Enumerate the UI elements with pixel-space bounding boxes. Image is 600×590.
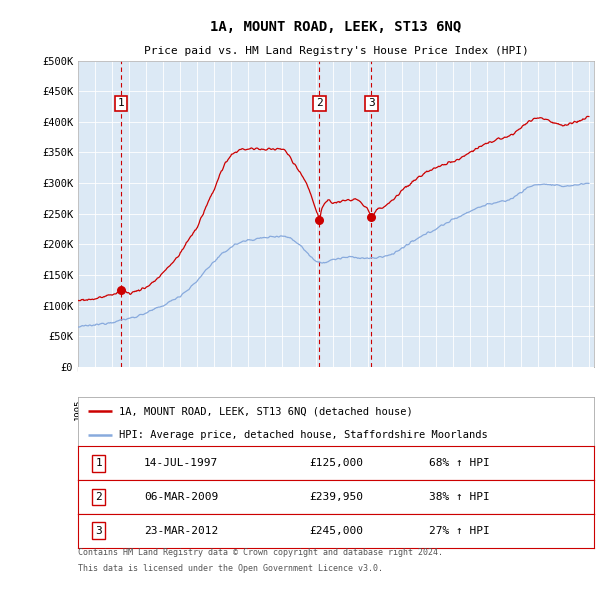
Text: Price paid vs. HM Land Registry's House Price Index (HPI): Price paid vs. HM Land Registry's House … <box>143 45 529 55</box>
Text: HPI: Average price, detached house, Staffordshire Moorlands: HPI: Average price, detached house, Staf… <box>119 430 488 440</box>
Text: 2: 2 <box>316 99 323 109</box>
Point <box>367 212 376 221</box>
Text: 23-MAR-2012: 23-MAR-2012 <box>144 526 218 536</box>
Text: 1: 1 <box>95 458 102 468</box>
Text: 3: 3 <box>95 526 102 536</box>
Point <box>314 215 324 225</box>
Text: 38% ↑ HPI: 38% ↑ HPI <box>430 492 490 502</box>
Text: 1A, MOUNT ROAD, LEEK, ST13 6NQ (detached house): 1A, MOUNT ROAD, LEEK, ST13 6NQ (detached… <box>119 406 413 416</box>
Text: This data is licensed under the Open Government Licence v3.0.: This data is licensed under the Open Gov… <box>78 565 383 573</box>
Text: Contains HM Land Registry data © Crown copyright and database right 2024.: Contains HM Land Registry data © Crown c… <box>78 548 443 556</box>
Text: 3: 3 <box>368 99 375 109</box>
Text: 27% ↑ HPI: 27% ↑ HPI <box>430 526 490 536</box>
Text: £239,950: £239,950 <box>309 492 363 502</box>
Text: 2: 2 <box>95 492 102 502</box>
Text: £245,000: £245,000 <box>309 526 363 536</box>
Point <box>116 286 126 295</box>
Text: 68% ↑ HPI: 68% ↑ HPI <box>430 458 490 468</box>
Text: 14-JUL-1997: 14-JUL-1997 <box>144 458 218 468</box>
Text: 1: 1 <box>118 99 125 109</box>
Text: £125,000: £125,000 <box>309 458 363 468</box>
Text: 1A, MOUNT ROAD, LEEK, ST13 6NQ: 1A, MOUNT ROAD, LEEK, ST13 6NQ <box>211 20 461 34</box>
Text: 06-MAR-2009: 06-MAR-2009 <box>144 492 218 502</box>
